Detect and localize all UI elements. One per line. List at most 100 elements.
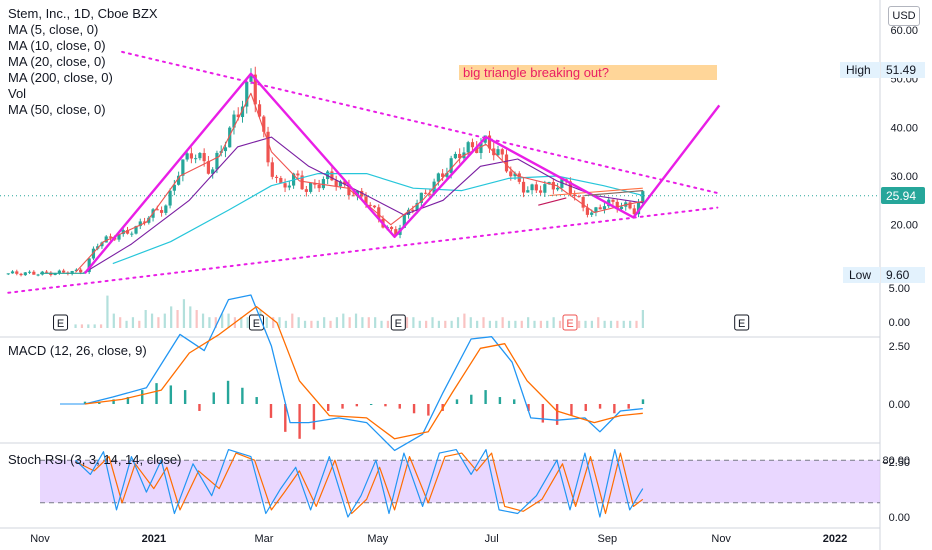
macd-tick-label: 5.00 [889,283,910,295]
x-tick-label: Nov [711,533,731,545]
currency-button[interactable]: USD [888,6,920,26]
high-value: 51.49 [886,63,916,77]
candle-body [164,205,168,213]
flag-bottom-line [538,197,567,206]
candle-body [636,202,641,215]
candle-body [313,182,317,185]
legend-vol[interactable]: Vol [8,86,27,101]
candle-body [475,147,479,154]
candle-body [253,74,257,105]
candle-body [577,196,581,198]
volume-bar [265,317,268,328]
candle-body [296,173,300,176]
volume-bar [335,317,339,328]
candle-body [108,236,113,238]
macd-histogram-bar [384,404,387,407]
volume-bar [622,320,625,328]
candle-body [470,142,475,148]
candle-body [424,192,428,194]
macd-histogram-bar [327,404,330,411]
macd-histogram-bar [269,404,273,418]
candle-body [283,183,287,188]
earnings-marker [390,314,406,331]
volume-bar [609,320,613,328]
legend-ma200[interactable]: MA (200, close, 0) [8,70,113,85]
volume-bar [361,317,364,328]
candle-body [641,191,645,203]
volume-bar [195,310,198,328]
macd-histogram-bar [598,404,602,409]
volume-bar [246,317,249,328]
candle-body [611,199,615,202]
low-value-box [881,267,925,283]
candle-body [57,270,61,274]
macd-tick-label: 2.50 [889,341,910,353]
macd-histogram-bar [455,399,459,404]
candle-body [415,202,419,212]
volume-bar [431,317,434,328]
stoch-rsi-label[interactable]: Stoch RSI (3, 3, 14, 14, close) [8,452,182,467]
candle-body [32,271,36,275]
macd-histogram-bar [369,404,373,405]
x-tick-label: 2021 [142,533,166,545]
low-value: 9.60 [886,268,910,282]
candle-body [155,209,159,211]
candle-body [628,202,632,209]
volume-bar [297,317,300,328]
candle-body [330,171,334,181]
stoch-tick-label: 0.00 [889,512,910,524]
candle-body [53,273,57,275]
candle-body [419,192,423,203]
volume-bar [93,324,96,328]
candle-body [287,185,291,188]
macd-histogram-bar [412,404,416,414]
candle-body [198,153,202,159]
volume-bar [507,320,511,328]
legend-ma50[interactable]: MA (50, close, 0) [8,102,106,117]
volume-bar [495,320,498,328]
volume-bar [450,320,453,328]
candle-body [351,195,355,197]
volume-bar [425,320,428,328]
candle-body [343,181,347,185]
candle-body [394,229,398,235]
lower-trendline [7,206,719,294]
candle-body [79,269,83,273]
candle-body [402,215,406,228]
macd-label[interactable]: MACD (12, 26, close, 9) [8,343,147,358]
volume-bar [412,317,415,328]
candle-body [206,161,211,174]
candle-body [19,273,23,276]
candle-body [585,207,590,215]
legend-ma5[interactable]: MA (5, close, 0) [8,22,99,37]
volume-bar [227,313,230,328]
last-price-tag [881,187,925,204]
volume-bar [444,320,447,328]
legend-ma10[interactable]: MA (10, close, 0) [8,38,106,53]
candle-body [560,179,564,188]
candle-body [317,184,321,189]
volume-bar [514,320,517,328]
macd-histogram-bar [183,390,187,404]
macd-histogram-bar [112,399,115,404]
macd-histogram-bar [198,404,201,411]
macd-histogram-bar [169,385,173,404]
volume-bar [476,320,479,328]
candle-body [270,162,274,177]
legend-ma20[interactable]: MA (20, close, 0) [8,54,106,69]
symbol-title[interactable]: Stem, Inc., 1D, Cboe BZX [8,6,158,21]
annotation-text: big triangle breaking out? [463,65,609,80]
macd-histogram-bar [498,397,502,404]
candle-body [300,175,304,190]
macd-histogram-bar [570,404,573,416]
candle-body [100,242,104,247]
candle-body [62,270,66,273]
candle-body [521,181,526,193]
candle-body [74,269,79,272]
candle-body [168,190,172,206]
candle-body [27,271,32,273]
volume-bar [386,320,390,328]
macd-histogram-bar [613,404,616,414]
candle-body [411,209,415,212]
